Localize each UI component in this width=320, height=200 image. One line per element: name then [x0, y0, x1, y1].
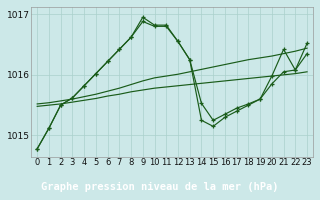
Text: Graphe pression niveau de la mer (hPa): Graphe pression niveau de la mer (hPa) [41, 182, 279, 192]
